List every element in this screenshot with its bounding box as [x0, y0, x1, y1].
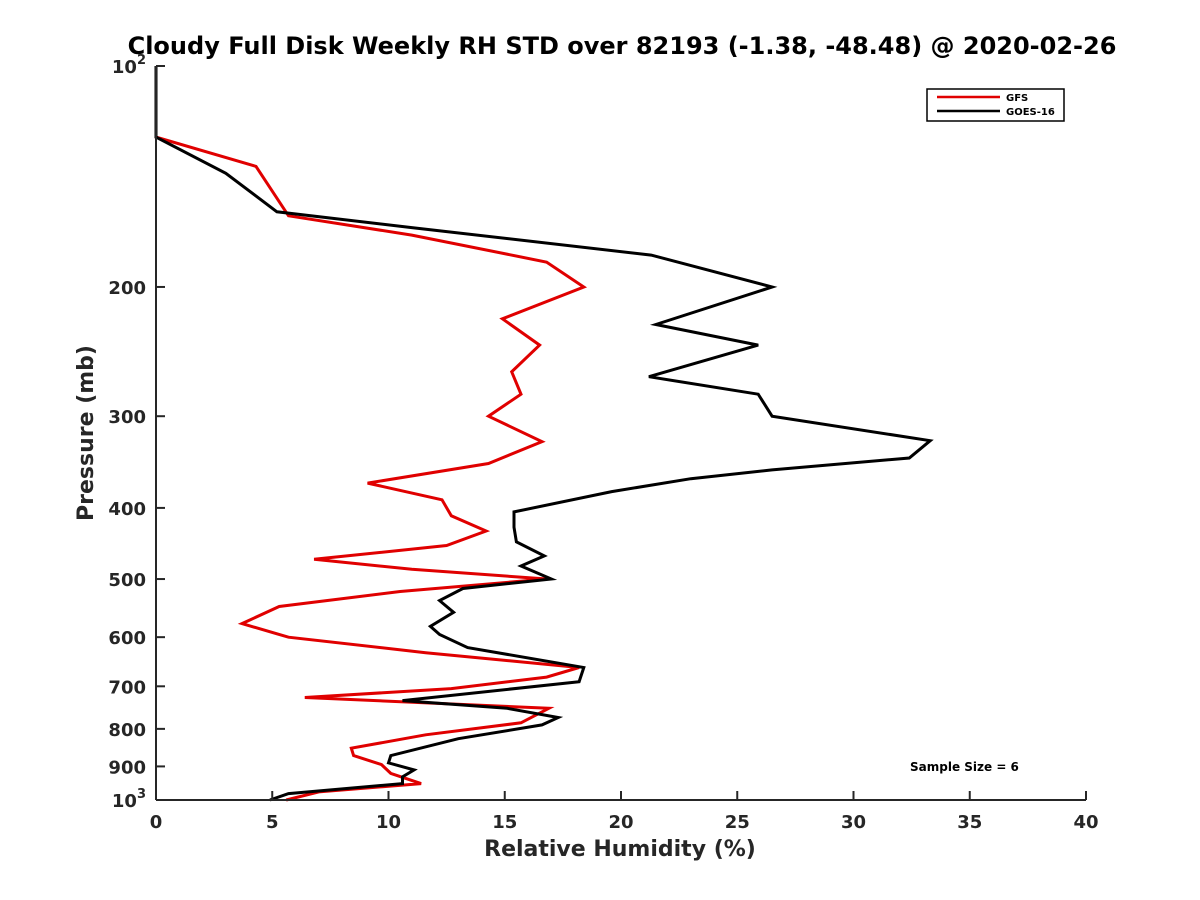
- y-tick-label: 800: [108, 720, 146, 741]
- y-tick-label: 900: [108, 757, 146, 778]
- y-tick-label: 103: [112, 787, 146, 812]
- chart-title: Cloudy Full Disk Weekly RH STD over 8219…: [128, 32, 1117, 60]
- x-tick-label: 15: [492, 812, 517, 833]
- legend: GFS GOES-16: [926, 88, 1065, 122]
- x-tick-label: 10: [376, 812, 401, 833]
- sample-size-annotation: Sample Size = 6: [910, 760, 1019, 774]
- x-axis-label: Relative Humidity (%): [484, 837, 756, 862]
- series-line-gfs: [154, 66, 588, 802]
- y-tick-label: 600: [108, 628, 146, 649]
- x-tick-label: 0: [150, 812, 163, 833]
- x-axis-ticks: 0 5 10 15 20 25 30 35 40: [150, 791, 1099, 833]
- y-tick-label: 700: [108, 677, 146, 698]
- y-tick-label: 500: [108, 570, 146, 591]
- y-tick-label: 200: [108, 278, 146, 299]
- y-tick-label: 102: [112, 53, 146, 78]
- x-tick-label: 40: [1073, 812, 1098, 833]
- x-tick-label: 30: [841, 812, 866, 833]
- series-line-goes-16: [154, 66, 934, 802]
- x-tick-label: 5: [266, 812, 279, 833]
- x-tick-label: 20: [608, 812, 633, 833]
- y-axis-ticks: 102 200 300 400 500 600 700 800 900 103: [108, 53, 165, 812]
- legend-box: [926, 88, 1065, 122]
- x-tick-label: 25: [725, 812, 750, 833]
- x-tick-label: 35: [957, 812, 982, 833]
- legend-label-gfs: GFS: [1006, 93, 1028, 104]
- y-tick-label: 400: [108, 499, 146, 520]
- legend-label-goes-16: GOES-16: [1006, 107, 1055, 118]
- y-tick-label: 300: [108, 407, 146, 428]
- plot-series: [154, 66, 934, 802]
- y-axis-label: Pressure (mb): [74, 345, 99, 521]
